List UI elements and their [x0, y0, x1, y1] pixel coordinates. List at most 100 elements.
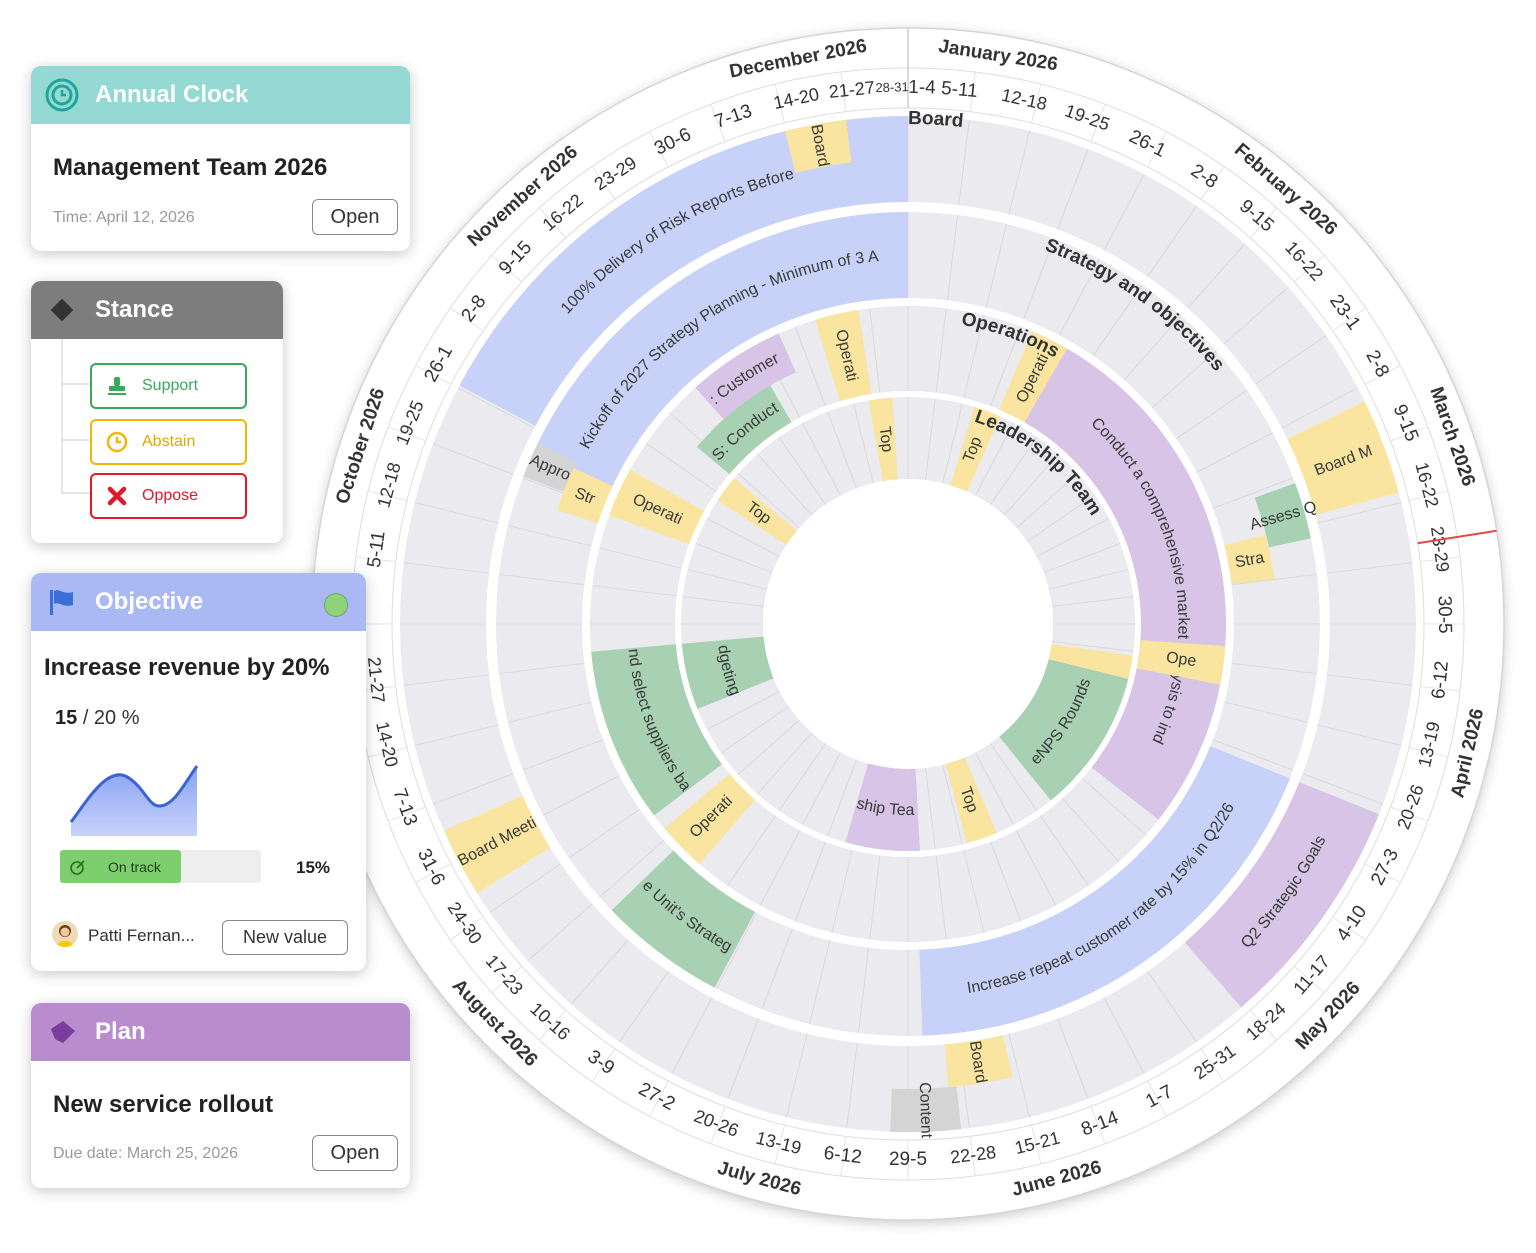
plan-name: New service rollout	[53, 1091, 274, 1118]
event-1[interactable]: Board	[785, 119, 852, 173]
target-icon	[70, 859, 86, 875]
objective-title: Objective	[95, 588, 204, 615]
today-marker	[1417, 529, 1497, 545]
stance-support-label: Support	[142, 377, 199, 394]
clock-name: Management Team 2026	[53, 154, 328, 181]
event-block[interactable]	[1184, 782, 1380, 1008]
event-17[interactable]: Operati	[609, 469, 705, 545]
new-value-button[interactable]: New value	[222, 920, 348, 955]
event-10[interactable]: Assess Q	[1248, 483, 1319, 548]
event-block[interactable]	[1136, 640, 1226, 685]
event-block[interactable]	[459, 116, 908, 426]
event-block[interactable]	[695, 333, 796, 420]
stance-card[interactable]: Stance Support Abstain Oppose	[31, 281, 283, 543]
event-block[interactable]	[999, 659, 1129, 801]
week-label: 21-27	[364, 656, 389, 704]
x-icon	[104, 486, 130, 506]
stance-abstain-label: Abstain	[142, 433, 196, 450]
event-block[interactable]	[785, 119, 852, 173]
objective-target: / 20 %	[82, 707, 140, 729]
event-block[interactable]	[1024, 348, 1227, 820]
event-block[interactable]	[591, 644, 722, 816]
plan-card[interactable]: Plan New service rollout Due date: March…	[31, 1003, 410, 1188]
event-label: Stra	[1234, 549, 1266, 571]
event-block[interactable]	[609, 469, 705, 545]
event-block[interactable]	[945, 757, 997, 844]
week-label: 28-31	[875, 79, 909, 95]
annual-clock-title: Annual Clock	[95, 81, 249, 108]
status-dot	[324, 593, 348, 617]
annual-clock-card[interactable]: Annual Clock Management Team 2026 Time: …	[31, 66, 410, 251]
plan-title: Plan	[95, 1018, 146, 1045]
event-9[interactable]: Str	[557, 468, 613, 524]
objective-value: 15 / 20 %	[55, 707, 140, 730]
stance-oppose-button[interactable]: Oppose	[90, 473, 247, 519]
event-label: Top	[876, 426, 896, 454]
event-23[interactable]: Top	[868, 397, 898, 482]
stance-connectors	[61, 339, 90, 494]
event-8[interactable]: Appro	[523, 443, 577, 492]
week-label: 6-12	[1428, 660, 1453, 700]
event-2[interactable]: Board M	[1287, 401, 1399, 515]
event-block[interactable]	[443, 795, 551, 894]
plan-header: Plan	[31, 1003, 410, 1061]
week-label: 29-5	[889, 1149, 927, 1170]
event-28[interactable]: Top	[945, 757, 997, 844]
stance-oppose-label: Oppose	[142, 487, 199, 504]
clock-time: Time: April 12, 2026	[53, 209, 195, 226]
clock-icon	[45, 78, 79, 112]
ring-label: Board	[908, 108, 964, 132]
event-6[interactable]: Board Meeti	[443, 795, 551, 894]
event-block[interactable]	[815, 309, 872, 402]
event-block[interactable]	[557, 468, 613, 524]
event-block[interactable]	[681, 636, 774, 710]
event-block[interactable]	[950, 406, 1001, 492]
event-block[interactable]	[523, 443, 577, 492]
event-block[interactable]	[919, 746, 1290, 1036]
progress-fill: On track	[60, 850, 181, 883]
event-block[interactable]	[890, 1086, 962, 1132]
event-block[interactable]	[868, 397, 898, 482]
event-block[interactable]	[1048, 644, 1133, 679]
event-22[interactable]: Ope	[1136, 640, 1226, 685]
event-block[interactable]	[845, 763, 920, 851]
event-block[interactable]	[1254, 483, 1311, 548]
event-11[interactable]: Stra	[1224, 534, 1275, 585]
event-block[interactable]	[999, 331, 1072, 425]
event-4[interactable]: Board	[944, 1035, 1013, 1088]
owner-name[interactable]: Patti Fernan...	[88, 926, 195, 945]
event-30[interactable]	[1048, 644, 1133, 679]
event-24[interactable]: Top	[950, 406, 1001, 492]
open-button[interactable]: Open	[312, 1135, 398, 1171]
event-block[interactable]	[696, 385, 792, 475]
flag-icon	[45, 585, 79, 619]
objective-current: 15	[55, 707, 78, 729]
objective-card[interactable]: Objective Increase revenue by 20% 15 / 2…	[31, 573, 366, 971]
event-block[interactable]	[531, 211, 908, 492]
annual-clock-header: Annual Clock	[31, 66, 410, 124]
week-label: 1-4	[908, 77, 936, 99]
event-block[interactable]	[611, 850, 755, 988]
week-label: 21-27	[828, 77, 876, 102]
event-14[interactable]: Operati	[815, 309, 872, 402]
objective-name: Increase revenue by 20%	[44, 654, 330, 681]
event-block[interactable]	[1224, 534, 1275, 585]
plan-due-date: Due date: March 25, 2026	[53, 1145, 239, 1162]
event-block[interactable]	[944, 1035, 1013, 1088]
objective-header: Objective	[31, 573, 366, 631]
open-button[interactable]: Open	[312, 199, 398, 235]
stance-support-button[interactable]: Support	[90, 363, 247, 409]
progress-track: On track	[60, 850, 261, 883]
event-block[interactable]	[664, 773, 756, 864]
week-label: 5-11	[940, 78, 978, 102]
week-label: 30-5	[1434, 595, 1456, 633]
event-block[interactable]	[1287, 401, 1399, 515]
event-block[interactable]	[717, 478, 797, 546]
stance-abstain-button[interactable]: Abstain	[90, 419, 247, 465]
stance-title: Stance	[95, 296, 174, 323]
event-29[interactable]: eNPS Rounds	[999, 659, 1129, 801]
event-5[interactable]: Content	[890, 1082, 962, 1139]
wheel-center	[763, 479, 1053, 769]
event-label: Str	[572, 485, 598, 509]
avatar	[52, 921, 78, 947]
